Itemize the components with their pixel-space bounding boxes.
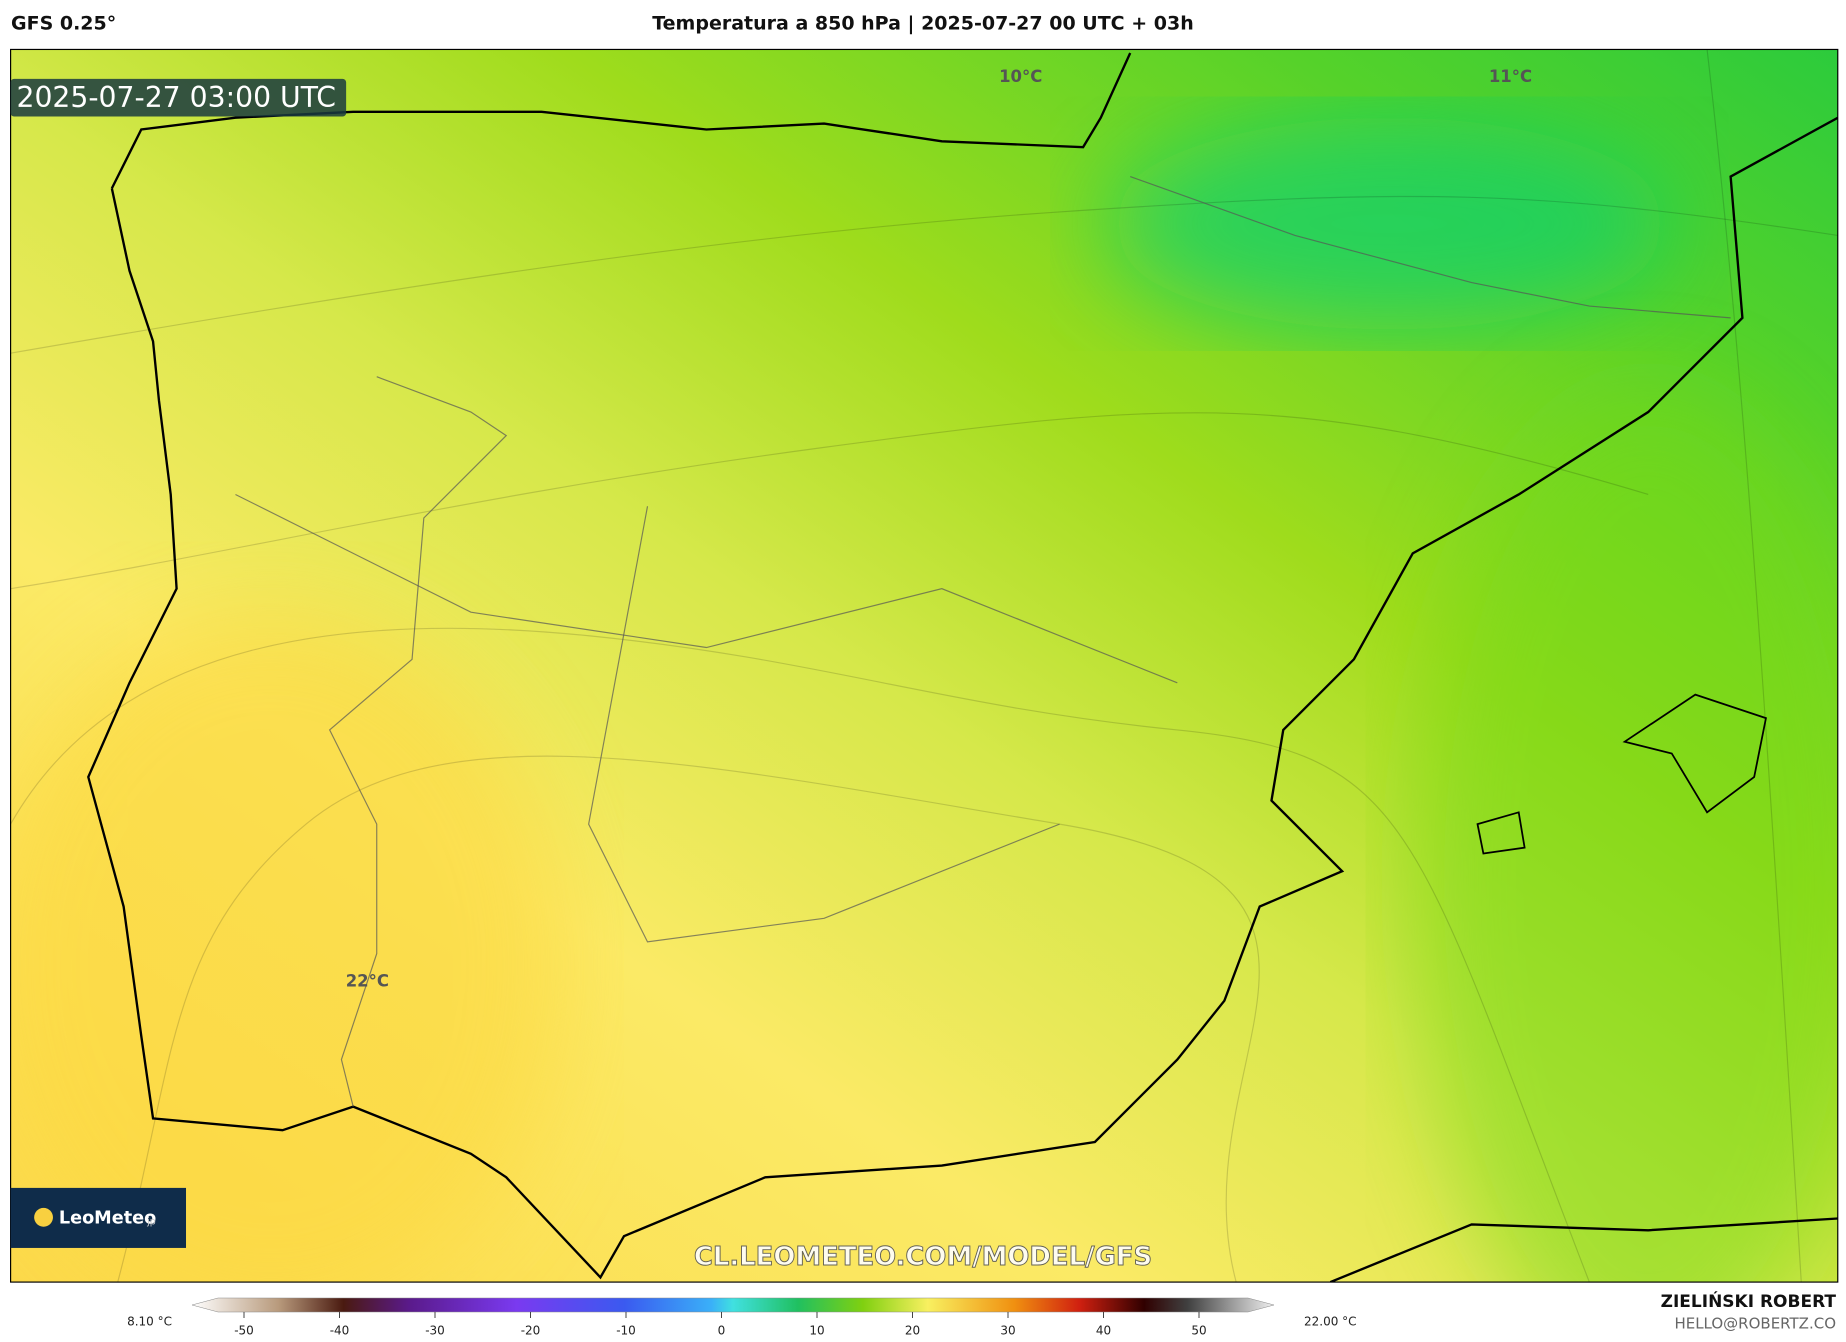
warm-area (10, 612, 566, 1283)
borders (235, 176, 1731, 1107)
logo-sun (34, 1207, 53, 1227)
model-name: GFS 0.25° (11, 13, 116, 35)
isotherms (10, 49, 1838, 1283)
colorbar-tick-label: 40 (1096, 1324, 1111, 1338)
colorbar-tick-label: -30 (425, 1324, 445, 1338)
colorbar-tick-label: -10 (616, 1324, 636, 1338)
timestamp-box (10, 78, 347, 117)
map-title: Temperatura a 850 hPa | 2025-07-27 00 UT… (652, 13, 1194, 35)
colorbar-max: 22.00 °C (1304, 1315, 1357, 1329)
contour-label: 10°C (999, 67, 1042, 86)
colorbar-tick-label: 10 (809, 1324, 824, 1338)
logo-suffix: jp (146, 1217, 156, 1228)
colorbar-tick-label: -20 (521, 1324, 541, 1338)
cold-area (1106, 117, 1672, 330)
contour-label: 11°C (1489, 67, 1532, 86)
colorbar-tick-label: 20 (905, 1324, 920, 1338)
email: HELLO@ROBERTZ.CO (1674, 1315, 1836, 1333)
map: 10°C 11°C 22°C 2025-07-27 03:00 UTC LeoM… (10, 48, 1839, 1283)
colorbar-tick-label: -50 (234, 1324, 254, 1338)
colorbar-tick-label: 0 (718, 1324, 726, 1338)
sea-area (1412, 388, 1838, 1283)
colorbar-tick-label: -40 (330, 1324, 350, 1338)
colorbar-min: 8.10 °C (127, 1315, 172, 1329)
coastline (87, 52, 1838, 1283)
timestamp: 2025-07-27 03:00 UTC (16, 81, 336, 114)
author: ZIELIŃSKI ROBERT (1661, 1290, 1837, 1312)
colorbar-tick-label: 30 (1000, 1324, 1015, 1338)
watermark: CL.LEOMETEO.COM/MODEL/GFS (694, 1242, 1152, 1272)
contour-label: 22°C (346, 971, 389, 990)
map-frame (10, 48, 1839, 1283)
colorbar (191, 1297, 1275, 1313)
logo: LeoMeteo (59, 1209, 156, 1229)
colorbar-tick-label: 50 (1191, 1324, 1206, 1338)
